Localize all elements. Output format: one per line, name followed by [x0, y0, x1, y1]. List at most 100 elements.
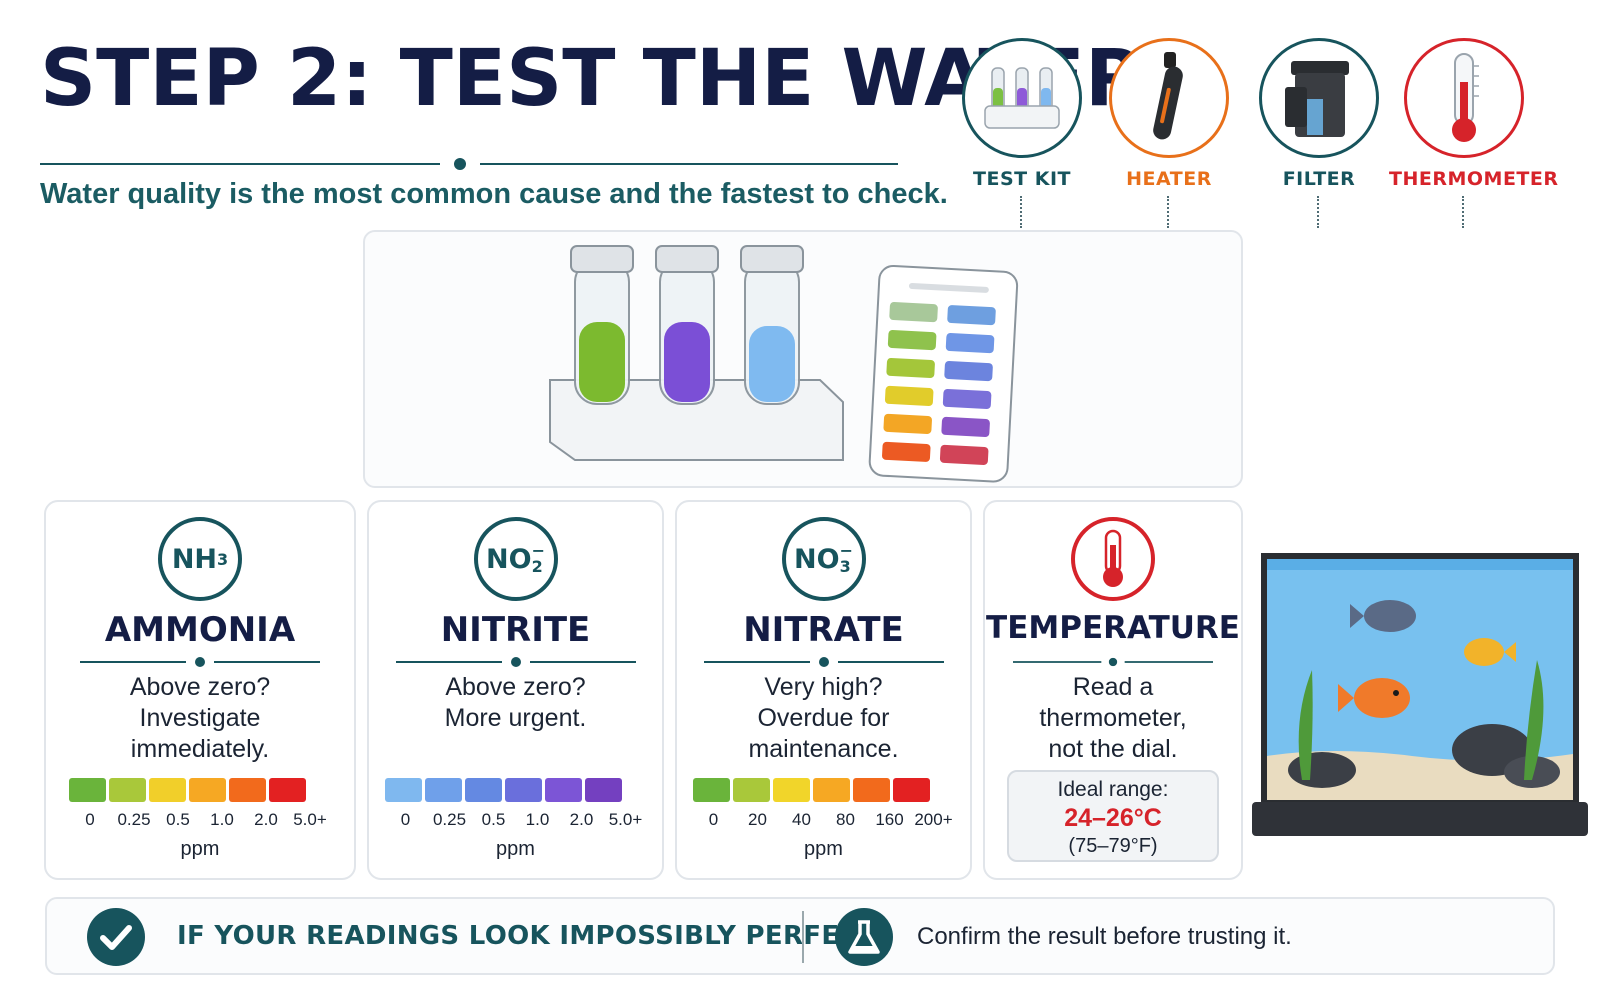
formula-subscript: 2 — [531, 557, 543, 576]
formula-superscript: − — [531, 541, 545, 560]
advice-line: immediately. — [130, 735, 270, 763]
ideal-range-celsius: 24–26°C — [1064, 804, 1162, 832]
advice-line: Very high? — [764, 673, 883, 701]
dotted-connector — [1020, 196, 1024, 228]
scale-tick-label: 2.0 — [569, 810, 594, 829]
dotted-connector — [1167, 196, 1171, 228]
ideal-range-label: Ideal range: — [1057, 778, 1169, 801]
thermometer-icon — [1404, 38, 1524, 158]
aquarium-fish-tank-illustration — [1252, 553, 1588, 836]
scale-swatch — [812, 778, 850, 802]
parameter-name: NITRATE — [743, 610, 904, 650]
parameter-name: TEMPERATURE — [986, 610, 1240, 646]
ideal-range-fahrenheit: (75–79°F) — [1068, 835, 1158, 857]
checkmark-icon — [87, 908, 145, 966]
scale-swatch — [544, 778, 582, 802]
scale-tick-label: 2.0 — [254, 810, 278, 829]
ammonia-formula-icon: NH 3 — [158, 517, 242, 601]
temperature-card: TEMPERATURE Read a thermometer, not the … — [983, 500, 1243, 880]
equipment-label: FILTER — [1282, 168, 1356, 190]
parameter-advice: Very high? Overdue for maintenance. — [697, 672, 950, 765]
scale-tick-label: 5.0+ — [608, 810, 643, 829]
scale-tick-label: 80 — [836, 810, 855, 829]
verification-banner: IF YOUR READINGS LOOK IMPOSSIBLY PERFECT… — [45, 897, 1555, 975]
scale-tick-label: 0.25 — [117, 810, 151, 829]
equipment-label: HEATER — [1126, 168, 1212, 190]
card-divider — [703, 657, 944, 667]
scale-swatch — [732, 778, 770, 802]
flask-icon — [835, 908, 893, 966]
nitrate-formula-icon: NO −3 — [781, 517, 866, 601]
scale-tick-label: 5.0+ — [293, 810, 327, 829]
scale-tick-label: 0 — [85, 810, 95, 829]
color-scale — [692, 778, 930, 802]
scale-swatch — [464, 778, 502, 802]
card-divider — [1013, 657, 1213, 667]
advice-line: maintenance. — [748, 735, 899, 763]
advice-line: Overdue for — [757, 704, 890, 732]
scale-tick-label: 160 — [875, 810, 904, 829]
equipment-filter: FILTER — [1244, 38, 1394, 228]
scale-swatch — [384, 778, 422, 802]
scale-swatch — [692, 778, 730, 802]
scale-swatch — [69, 778, 106, 802]
nitrite-formula-icon: NO −2 — [473, 517, 558, 601]
advice-line: Above zero? — [129, 673, 271, 701]
scale-ticks: 0 0.25 0.5 1.0 2.0 5.0+ — [384, 810, 648, 830]
scale-swatch — [892, 778, 930, 802]
parameter-name: AMMONIA — [104, 610, 296, 650]
card-divider — [395, 657, 636, 667]
parameter-advice: Read a thermometer, not the dial. — [1005, 672, 1221, 765]
formula: NO — [486, 543, 532, 575]
banner-warning: IF YOUR READINGS LOOK IMPOSSIBLY PERFECT — [177, 921, 877, 951]
thermometer-icon — [1071, 517, 1155, 601]
equipment-thermometer: THERMOMETER — [1389, 38, 1559, 228]
scale-swatch — [149, 778, 186, 802]
test-kit-hero-panel — [363, 230, 1243, 488]
banner-divider — [802, 911, 804, 963]
scale-swatch — [424, 778, 462, 802]
formula: NH — [171, 543, 218, 575]
formula: NO — [794, 543, 840, 575]
scale-tick-label: 0.5 — [481, 810, 506, 829]
scale-swatch — [189, 778, 226, 802]
equipment-label: THERMOMETER — [1389, 168, 1559, 190]
parameter-advice: Above zero? More urgent. — [389, 672, 642, 734]
scale-swatch — [852, 778, 890, 802]
page-subtitle: Water quality is the most common cause a… — [40, 178, 948, 210]
dotted-connector — [1317, 196, 1321, 228]
advice-line: Read a — [1072, 673, 1154, 701]
advice-line: More urgent. — [444, 704, 587, 732]
card-divider — [80, 657, 320, 667]
scale-tick-label: 20 — [748, 810, 767, 829]
dotted-connector — [1462, 196, 1466, 228]
scale-swatch — [584, 778, 622, 802]
heater-icon — [1109, 38, 1229, 158]
color-scale — [384, 778, 622, 802]
page-title: STEP 2: TEST THE WATER — [40, 34, 1145, 124]
test-tubes-and-color-card-illustration — [549, 245, 1019, 483]
unit-label: ppm — [180, 838, 220, 860]
advice-line: Above zero? — [445, 673, 586, 701]
color-scale — [69, 778, 306, 802]
scale-swatch — [504, 778, 542, 802]
scale-tick-label: 200+ — [914, 810, 953, 829]
scale-tick-label: 0.25 — [432, 810, 467, 829]
advice-line: not the dial. — [1048, 735, 1178, 763]
scale-tick-label: 1.0 — [210, 810, 234, 829]
title-divider — [40, 158, 898, 170]
scale-swatch — [229, 778, 266, 802]
scale-ticks: 0 0.25 0.5 1.0 2.0 5.0+ — [68, 810, 332, 830]
parameter-name: NITRITE — [440, 610, 591, 650]
scale-ticks: 0 20 40 80 160 200+ — [692, 810, 956, 830]
scale-swatch — [109, 778, 146, 802]
equipment-heater: HEATER — [1094, 38, 1244, 228]
filter-icon — [1259, 38, 1379, 158]
unit-label: ppm — [804, 838, 843, 860]
advice-line: thermometer, — [1039, 704, 1187, 732]
nitrate-card: NO −3 NITRATE Very high? Overdue for main… — [675, 500, 972, 880]
scale-tick-label: 0.5 — [166, 810, 190, 829]
equipment-label: TEST KIT — [973, 168, 1071, 190]
scale-tick-label: 40 — [792, 810, 811, 829]
